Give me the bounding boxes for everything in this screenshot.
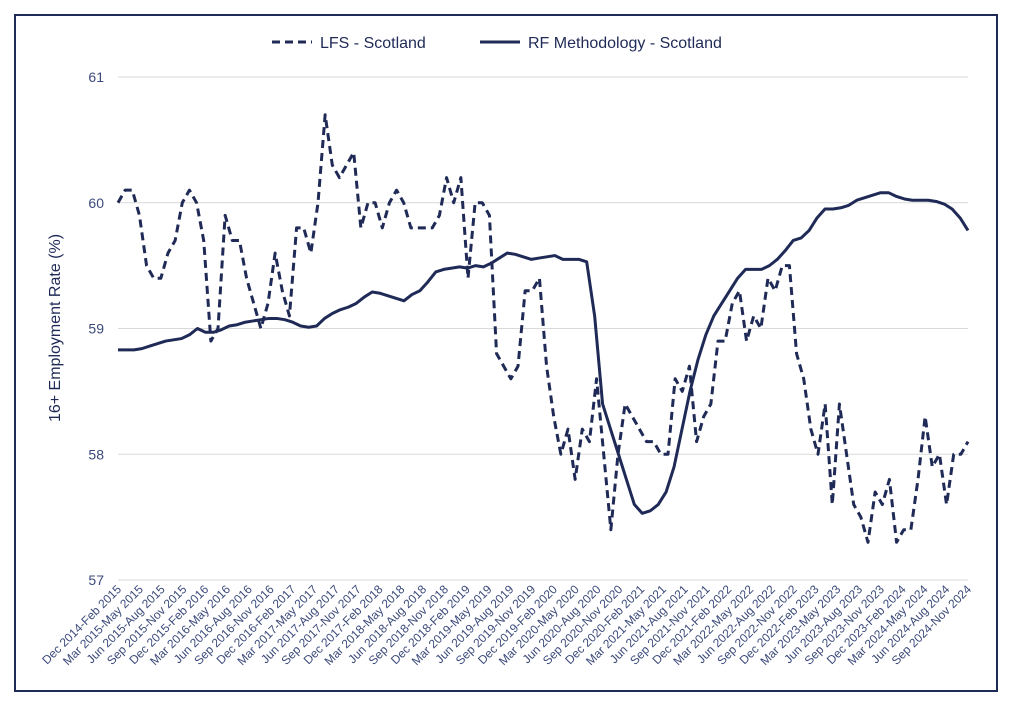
gridlines: [118, 76, 968, 581]
legend-item-rf-label: RF Methodology - Scotland: [528, 35, 722, 52]
y-tick-label: 57: [88, 572, 104, 588]
y-tick-label: 59: [88, 321, 104, 337]
chart-frame: [14, 14, 998, 692]
y-tick-label: 61: [88, 69, 104, 85]
y-axis-title: 16+ Employment Rate (%): [47, 234, 64, 422]
y-tick-label: 60: [88, 195, 104, 211]
legend: LFS - Scotland RF Methodology - Scotland: [272, 35, 722, 52]
y-tick-label: 58: [88, 446, 104, 462]
y-tick-labels: 57 58 59 60 61: [88, 69, 104, 588]
rf-methodology-scotland-line: [118, 191, 970, 515]
legend-item-lfs-label: LFS - Scotland: [320, 35, 426, 52]
lfs-scotland-line: [116, 113, 970, 544]
series-lines: [116, 113, 970, 544]
